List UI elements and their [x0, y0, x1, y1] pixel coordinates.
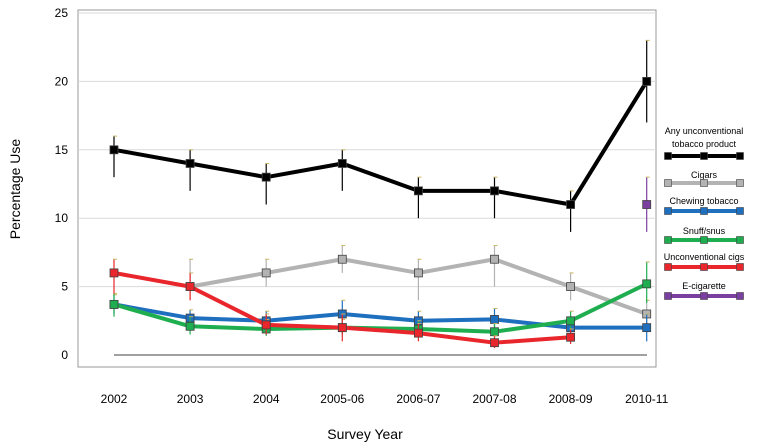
- data-point: [109, 145, 119, 155]
- series-4: [109, 258, 575, 349]
- data-point: [490, 186, 499, 196]
- data-point: [185, 282, 195, 292]
- gridlines: [78, 12, 656, 288]
- legend-label: Cigars: [691, 170, 718, 180]
- series-0: [109, 39, 652, 232]
- legend-swatch-marker: [736, 292, 744, 300]
- y-tick-label: 15: [55, 143, 69, 157]
- legend: Any unconventional tobacco product Cigars C…: [664, 126, 745, 300]
- series-group: [109, 39, 652, 349]
- y-tick-label: 0: [61, 348, 68, 362]
- x-tick-label: 2007-08: [472, 392, 516, 406]
- series-line: [113, 80, 649, 207]
- legend-item: Chewing tobacco: [664, 196, 744, 215]
- x-tick-label: 2010-11: [625, 392, 668, 406]
- legend-label: Unconventional cigs: [664, 252, 745, 262]
- data-point: [413, 268, 423, 278]
- data-point: [490, 327, 499, 337]
- data-point: [185, 159, 195, 168]
- y-axis: 0 5 10 15 20 25: [55, 6, 69, 362]
- x-tick-label: 2006-07: [396, 392, 440, 406]
- plot-area: [77, 9, 657, 368]
- data-point: [642, 200, 652, 209]
- legend-swatch-marker: [736, 236, 744, 244]
- x-axis: 2002 2003 2004 2005-06 2006-07 2007-08 2008-09…: [101, 392, 669, 406]
- legend-swatch-marker: [664, 236, 672, 244]
- legend-swatch-marker: [736, 263, 744, 271]
- legend-swatch-marker: [700, 152, 708, 160]
- data-point: [337, 323, 347, 333]
- x-tick-label: 2008-09: [549, 392, 593, 406]
- data-point: [261, 172, 271, 182]
- data-point: [490, 315, 499, 324]
- y-tick-label: 10: [55, 211, 69, 225]
- data-point: [413, 328, 423, 338]
- data-point: [642, 323, 652, 333]
- legend-swatch-marker: [664, 292, 672, 300]
- legend-item: Snuff/snus: [664, 226, 744, 244]
- series-line: [113, 282, 648, 334]
- data-point: [185, 321, 195, 331]
- data-point: [566, 316, 575, 326]
- legend-label: E-cigarette: [682, 281, 726, 291]
- series-line: [113, 302, 647, 330]
- data-point: [261, 268, 271, 278]
- legend-item: Unconventional cigs: [664, 252, 745, 271]
- legend-label: Snuff/snus: [683, 226, 726, 236]
- legend-label: Any unconventional tobacco product: [665, 126, 744, 149]
- y-tick-label: 25: [55, 6, 69, 20]
- data-point: [337, 159, 347, 168]
- data-point: [337, 254, 347, 264]
- legend-swatch-marker: [664, 179, 672, 187]
- legend-label: Chewing tobacco: [669, 196, 738, 206]
- legend-swatch-marker: [700, 236, 708, 244]
- legend-swatch-marker: [664, 263, 672, 271]
- x-tick-label: 2005-06: [320, 392, 364, 406]
- legend-swatch-marker: [700, 292, 708, 300]
- x-axis-title: Survey Year: [327, 426, 403, 442]
- legend-item: Any unconventional tobacco product: [664, 126, 744, 160]
- legend-item: E-cigarette: [664, 281, 744, 300]
- x-tick-label: 2002: [101, 392, 128, 406]
- legend-swatch-marker: [736, 207, 744, 215]
- x-tick-label: 2004: [253, 392, 280, 406]
- legend-swatch-marker: [736, 179, 744, 187]
- x-tick-label: 2003: [177, 392, 204, 406]
- legend-swatch-marker: [700, 263, 708, 271]
- data-point: [642, 77, 652, 86]
- legend-swatch-marker: [700, 179, 708, 187]
- data-point: [490, 338, 499, 348]
- y-tick-label: 5: [61, 280, 68, 294]
- y-tick-label: 20: [55, 74, 69, 88]
- data-point: [490, 254, 499, 264]
- data-point: [566, 282, 575, 292]
- data-point: [642, 279, 652, 289]
- y-axis-title: Percentage Use: [7, 139, 23, 240]
- legend-swatch-marker: [664, 207, 672, 215]
- legend-item: Cigars: [664, 170, 744, 187]
- legend-swatch-marker: [736, 152, 744, 160]
- data-point: [413, 186, 423, 196]
- data-point: [261, 320, 271, 330]
- data-point: [109, 299, 119, 309]
- data-point: [566, 200, 575, 209]
- legend-swatch-marker: [664, 152, 672, 160]
- data-point: [109, 268, 119, 278]
- series-5: [642, 176, 652, 232]
- data-point: [566, 332, 575, 342]
- legend-swatch-marker: [700, 207, 708, 215]
